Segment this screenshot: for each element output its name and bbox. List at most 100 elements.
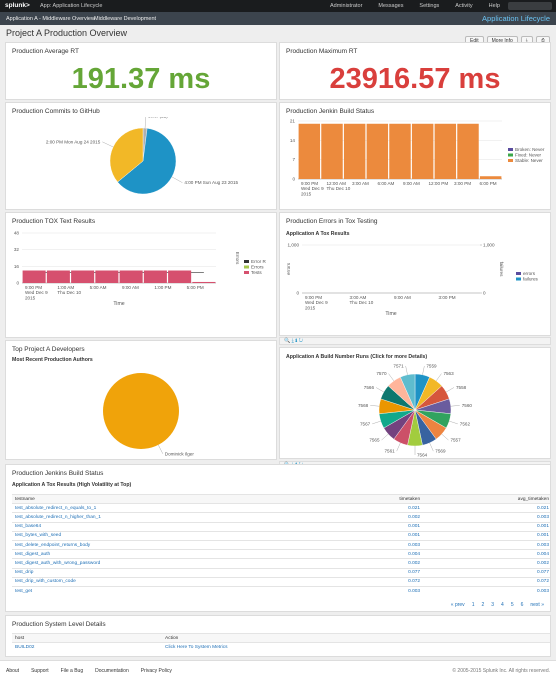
table-cell[interactable]: test_absolute_redirect_n_equals_to_1 — [12, 503, 331, 513]
dashboard-header: Project A Production Overview Edit More I… — [0, 25, 556, 46]
pager-link[interactable]: 6 — [520, 602, 524, 608]
table-row: test_absolute_redirect_n_higher_than_1 0.… — [12, 512, 550, 523]
bar — [95, 270, 119, 283]
footer-link[interactable]: File a Bug — [60, 668, 84, 674]
pager-link[interactable]: next » — [530, 602, 544, 608]
pager-link[interactable]: 1 — [471, 602, 475, 608]
nav-link[interactable]: Application A - Middleware Overview — [6, 15, 95, 22]
table-row: test_drip_with_custom_code 0.072 0.072 — [12, 576, 550, 587]
legend-swatch — [244, 271, 249, 274]
table-row: BUILD02 Click Here To System Metrics — [12, 642, 550, 652]
table-cell[interactable]: BUILD02 — [12, 642, 162, 652]
table-cell[interactable]: test_digest_auth_with_wrong_password — [12, 558, 331, 568]
table-cell: 0.001 — [423, 530, 550, 541]
table-cell: 0.077 — [330, 567, 424, 578]
legend-label: Tests — [251, 270, 262, 275]
table-cell: 0.072 — [330, 576, 424, 587]
table-cell[interactable]: test_digest_auth — [12, 549, 331, 559]
y-tick-label: 0 — [296, 291, 299, 296]
label-leader — [375, 387, 384, 393]
table-cell[interactable]: test_drip_with_custom_code — [12, 576, 331, 587]
x-tick-label: 9:00 AM — [394, 295, 411, 300]
footer-link[interactable]: About — [6, 668, 20, 674]
app-menu[interactable]: App: Application Lifecycle — [40, 3, 103, 9]
bar — [434, 123, 457, 179]
x-tick-label: 2015 — [25, 295, 36, 300]
pager-link[interactable]: 4 — [501, 602, 504, 608]
label-leader — [441, 433, 449, 441]
footer-link[interactable]: Documentation — [95, 668, 129, 674]
column-header[interactable]: avg_timetaken — [423, 493, 550, 504]
bar — [457, 123, 479, 179]
slice-label: 7559 — [426, 363, 437, 368]
slice-label: 4:00 PM Sun Aug 23 2015 — [184, 180, 238, 185]
panel-title: Production Errors in Tox Testing — [286, 218, 378, 225]
footer-link[interactable]: Privacy Policy — [140, 668, 172, 674]
slice-label: 7557 — [450, 438, 461, 443]
table-cell[interactable]: test_base64 — [12, 521, 331, 532]
x-axis-title: Time — [113, 301, 124, 307]
legend-swatch — [244, 265, 249, 269]
pager-link[interactable]: « prev — [450, 602, 465, 608]
pie-slice — [103, 373, 179, 449]
x-tick-label: 1:00 AM — [57, 285, 74, 290]
x-tick-label: 5:00 PM — [187, 285, 204, 290]
x-tick-label: 3:00 PM — [439, 295, 456, 300]
menu-item[interactable]: Help — [488, 3, 500, 9]
slice-label: 2:00 PM Mon Aug 24 2015 — [46, 139, 101, 144]
search-box[interactable] — [508, 2, 552, 10]
bar — [389, 123, 411, 179]
single-value: 23916.57 ms — [329, 63, 501, 95]
table-row: test_absolute_redirect_n_equals_to_1 0.02… — [12, 503, 550, 513]
table-cell: 0.002 — [330, 512, 424, 523]
panel: Production Errors in Tox Testing Applica… — [279, 212, 551, 336]
label-leader — [396, 442, 401, 452]
slice-label: 7570 — [376, 371, 387, 376]
label-leader — [102, 141, 114, 148]
menu-item[interactable]: Activity — [455, 3, 473, 9]
legend-label: Fixed: Never — [515, 153, 542, 158]
footer-link[interactable]: Support — [31, 668, 49, 674]
panel-toolbar[interactable]: 🔍 ⤓ ℹ ↻ — [279, 337, 551, 345]
column-header[interactable]: testname — [12, 493, 331, 504]
pager-link[interactable]: 2 — [481, 602, 485, 608]
y-tick-label: 0 — [292, 177, 295, 182]
table-cell[interactable]: test_drip — [12, 567, 331, 578]
table-cell[interactable]: test_get — [12, 585, 331, 596]
x-tick-label: 6:00 PM — [480, 181, 497, 186]
panel-subtitle: Application A Tox Results (High Volatili… — [12, 482, 132, 488]
header-row: host Action — [12, 632, 550, 643]
menu-item[interactable]: Settings — [419, 3, 440, 9]
label-leader — [388, 373, 395, 381]
bar — [71, 270, 95, 283]
panel: Production Jenkins Build Status Applicat… — [5, 464, 551, 612]
column-header[interactable]: timetaken — [330, 493, 424, 504]
logo[interactable]: splunk> — [5, 2, 30, 9]
results-table: testname timetaken avg_timetaken test_absol… — [12, 493, 550, 596]
y-tick-label: 32 — [14, 247, 20, 252]
panel: Production Maximum RT 23916.57 ms — [279, 42, 551, 100]
table-cell[interactable]: test_bytes_with_seed — [12, 530, 331, 541]
panel-title: Production Jenkin Build Status — [286, 108, 375, 115]
y-tick-label: 16 — [14, 264, 20, 269]
pager-link[interactable]: 5 — [510, 602, 514, 608]
label-leader — [450, 405, 460, 407]
table-cell[interactable]: Click Here To System Metrics — [162, 642, 550, 652]
user-menu: Administrator Messages Settings Activity Hel… — [330, 3, 500, 9]
table-row: test_drip 0.077 0.077 — [12, 567, 550, 578]
nav-link[interactable]: Middleware Development — [94, 15, 157, 22]
table-cell[interactable]: test_absolute_redirect_n_higher_than_1 — [12, 512, 331, 523]
pager-link[interactable]: 3 — [491, 602, 495, 608]
x-tick-label: 9:00 AM — [403, 181, 420, 186]
footer-links: About Support File a Bug Documentation Priva… — [6, 668, 172, 674]
table-row: test_digest_auth 0.004 0.004 — [12, 549, 550, 559]
slice-label: 7568 — [358, 403, 369, 408]
x-tick-label: Wed Dec 9 — [305, 300, 328, 305]
table-cell[interactable]: test_delete_endpoint_returns_body — [12, 539, 331, 550]
x-tick-label: Thu Dec 10 — [57, 290, 81, 295]
menu-item[interactable]: Administrator — [330, 3, 363, 9]
x-tick-label: 9:00 PM — [305, 295, 322, 300]
menu-item[interactable]: Messages — [378, 3, 404, 9]
